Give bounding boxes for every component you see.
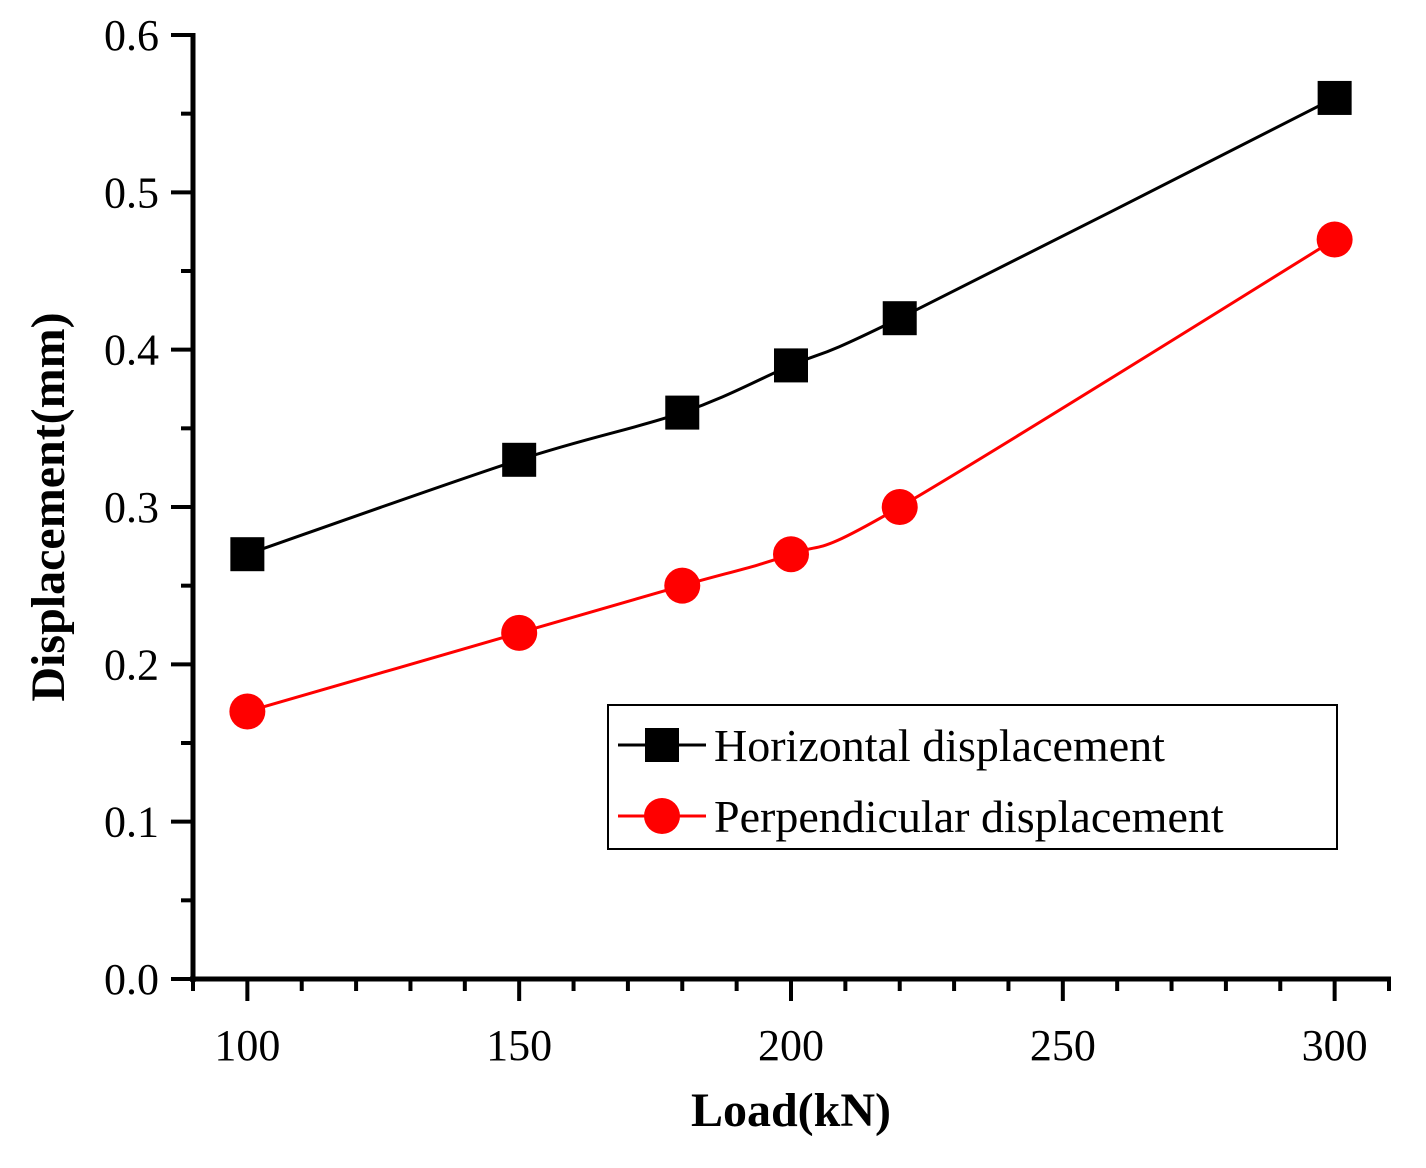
data-point-series-2 bbox=[501, 614, 538, 651]
data-point-series-1 bbox=[502, 442, 537, 477]
y-tick-label: 0.5 bbox=[104, 168, 159, 217]
axes-layer bbox=[190, 33, 1391, 982]
y-axis-title: Displacement(mm) bbox=[22, 312, 75, 701]
series-line-1 bbox=[246, 96, 1336, 556]
y-tick-label: 0.4 bbox=[104, 326, 159, 375]
y-tick-label: 0.3 bbox=[104, 483, 159, 532]
data-point-series-2 bbox=[229, 693, 266, 730]
x-tick-label: 150 bbox=[486, 1021, 552, 1070]
legend-marker-1 bbox=[645, 728, 679, 762]
data-point-series-2 bbox=[773, 536, 809, 573]
y-tick-label: 0.2 bbox=[104, 640, 159, 689]
legend-label-1: Horizontal displacement bbox=[714, 720, 1165, 771]
data-point-series-2 bbox=[881, 489, 918, 525]
legend: Horizontal displacement Perpendicular dis… bbox=[607, 704, 1338, 850]
y-tick-label: 0.1 bbox=[104, 798, 159, 847]
series-layer bbox=[229, 80, 1353, 730]
legend-marker-2 bbox=[644, 798, 680, 834]
x-tick-label: 300 bbox=[1302, 1021, 1368, 1070]
data-point-series-1 bbox=[774, 348, 808, 383]
data-point-series-1 bbox=[882, 301, 917, 336]
x-axis-title: Load(kN) bbox=[691, 1084, 891, 1137]
y-tick-label: 0.0 bbox=[104, 955, 159, 1004]
data-point-series-1 bbox=[665, 395, 700, 430]
x-tick-label: 100 bbox=[214, 1021, 280, 1070]
legend-box bbox=[607, 704, 1338, 850]
data-point-series-1 bbox=[230, 537, 265, 572]
x-tick-label: 200 bbox=[758, 1021, 824, 1070]
legend-label-2: Perpendicular displacement bbox=[714, 791, 1224, 842]
ticks-layer: 0.0 0.1 0.2 0.3 0.4 0.5 0.6 100 150 200 250 300 bbox=[104, 11, 1391, 1070]
series-line-2 bbox=[246, 238, 1336, 713]
y-tick-label: 0.6 bbox=[104, 11, 159, 60]
data-point-series-2 bbox=[664, 567, 701, 604]
data-point-series-2 bbox=[1316, 221, 1353, 258]
data-point-series-1 bbox=[1317, 80, 1352, 115]
x-tick-label: 250 bbox=[1030, 1021, 1096, 1070]
